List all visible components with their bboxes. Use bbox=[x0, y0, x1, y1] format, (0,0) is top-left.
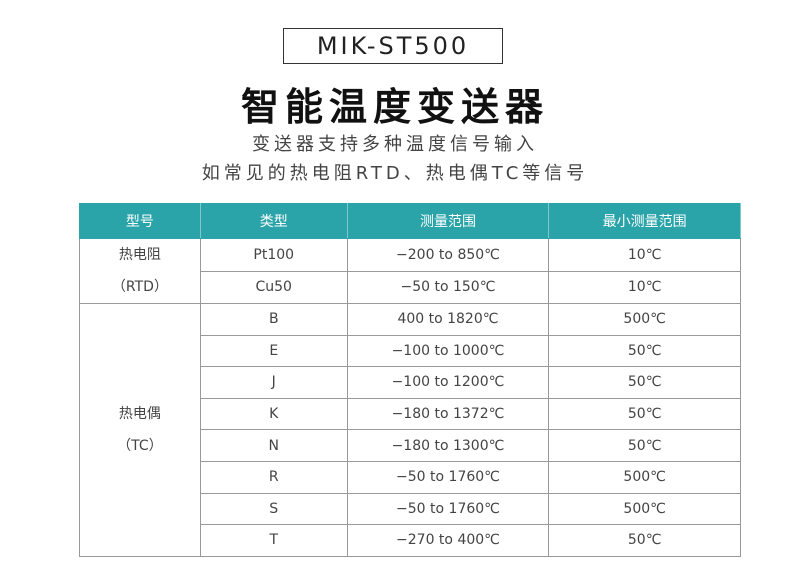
cell: −270 to 400℃ bbox=[346, 524, 550, 557]
column-header: 类型 bbox=[199, 203, 348, 239]
group-label-line: （RTD） bbox=[111, 279, 168, 295]
cell: −180 to 1372℃ bbox=[346, 397, 550, 431]
group-label: 热电阻 （RTD） bbox=[79, 238, 201, 304]
group-label-line: 热电偶 bbox=[118, 405, 161, 422]
subtitle: 如常见的热电阻RTD、热电偶TC等信号 bbox=[201, 163, 589, 184]
table-row: R −50 to 1760℃ 500℃ bbox=[80, 460, 741, 494]
table-row: Cu50 −50 to 150℃ 10℃ bbox=[80, 270, 741, 304]
cell: 10℃ bbox=[548, 270, 741, 304]
model-box: MIK-ST500 bbox=[283, 28, 503, 64]
cell: 500℃ bbox=[548, 460, 741, 494]
group-label-line: （TC） bbox=[117, 437, 163, 454]
title: 智能温度变送器 bbox=[240, 85, 549, 129]
cell: K bbox=[199, 397, 348, 431]
table-row: 热电阻 （RTD） Pt100 −200 to 850℃ 10℃ bbox=[79, 238, 741, 304]
table-row: T −270 to 400℃ 50℃ bbox=[80, 524, 741, 557]
cell: 500℃ bbox=[548, 492, 741, 526]
cell: 50℃ bbox=[548, 429, 741, 462]
cell: 400 to 1820℃ bbox=[346, 303, 550, 336]
column-header: 型号 bbox=[79, 203, 201, 239]
cell: B bbox=[199, 303, 348, 336]
cell: 50℃ bbox=[548, 397, 741, 431]
cell: J bbox=[199, 366, 348, 399]
cell: −50 to 1760℃ bbox=[346, 460, 550, 494]
cell: 10℃ bbox=[548, 238, 741, 272]
table-row: 热电偶 （TC） B 400 to 1820℃ 500℃ bbox=[79, 303, 741, 557]
cell: 50℃ bbox=[548, 366, 741, 399]
cell: −50 to 150℃ bbox=[346, 270, 550, 304]
table-row: J −100 to 1200℃ 50℃ bbox=[80, 366, 741, 399]
cell: 50℃ bbox=[548, 524, 741, 557]
cell: N bbox=[199, 429, 348, 462]
cell: S bbox=[199, 492, 348, 526]
table-row: N −180 to 1300℃ 50℃ bbox=[80, 429, 741, 462]
group-label-line: 热电阻 bbox=[118, 247, 161, 263]
table-row: E −100 to 1000℃ 50℃ bbox=[80, 334, 741, 368]
cell: 500℃ bbox=[548, 303, 741, 336]
cell: R bbox=[199, 460, 348, 494]
group-label: 热电偶 （TC） bbox=[79, 303, 201, 557]
cell: Cu50 bbox=[199, 270, 348, 304]
column-header: 测量范围 bbox=[346, 203, 550, 239]
cell: T bbox=[199, 524, 348, 557]
cell: Pt100 bbox=[199, 238, 348, 272]
cell: E bbox=[199, 334, 348, 368]
spec-table: 型号 类型 测量范围 最小测量范围 热电阻 （RTD） Pt100 −200 to 850℃… bbox=[79, 203, 741, 557]
cell: 50℃ bbox=[548, 334, 741, 368]
cell: −50 to 1760℃ bbox=[346, 492, 550, 526]
cell: −180 to 1300℃ bbox=[346, 429, 550, 462]
column-header: 最小测量范围 bbox=[548, 203, 741, 239]
cell: −200 to 850℃ bbox=[346, 238, 550, 272]
table-row: S −50 to 1760℃ 500℃ bbox=[80, 492, 741, 526]
table-row: K −180 to 1372℃ 50℃ bbox=[80, 397, 741, 431]
subtitle: 变送器支持多种温度信号输入 bbox=[252, 134, 538, 155]
cell: −100 to 1200℃ bbox=[346, 366, 550, 399]
header-row: 型号 类型 测量范围 最小测量范围 bbox=[79, 203, 741, 239]
cell: −100 to 1000℃ bbox=[346, 334, 550, 368]
